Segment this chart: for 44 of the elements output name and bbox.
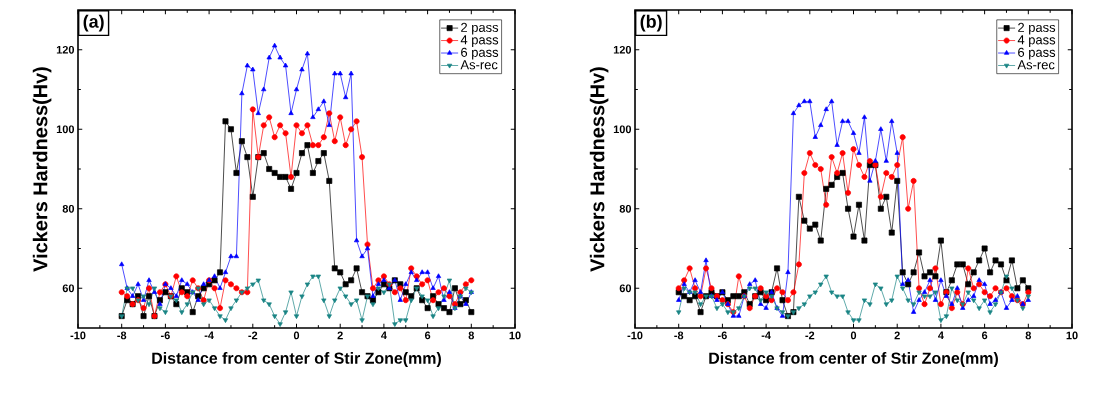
- x-tick-label: 4: [381, 331, 387, 340]
- y-tick-label: 120: [56, 45, 75, 54]
- legend-label: As-rec: [460, 60, 498, 70]
- x-axis-title: Distance from center of Stir Zone(mm): [709, 352, 998, 367]
- y-tick-label: 60: [62, 284, 75, 293]
- legend-label: 4 pass: [1017, 35, 1056, 47]
- x-tick-label: 6: [981, 331, 988, 340]
- x-tick-label: -2: [248, 331, 258, 340]
- y-axis-title: Vickers Hardness(Hv): [589, 67, 609, 272]
- x-tick-label: -4: [761, 331, 771, 340]
- x-tick-label: -8: [117, 331, 127, 340]
- y-tick-label: 100: [56, 125, 75, 134]
- legend-label: As-rec: [1017, 60, 1055, 70]
- x-tick-label: -10: [627, 331, 643, 340]
- x-tick-label: -8: [674, 331, 684, 340]
- x-tick-label: 10: [1066, 331, 1078, 340]
- x-tick-label: -2: [805, 331, 815, 340]
- x-tick-label: 8: [468, 331, 475, 340]
- x-tick-label: 0: [850, 331, 857, 340]
- legend-label: 4 pass: [460, 35, 499, 47]
- y-tick-label: 80: [62, 204, 75, 213]
- x-tick-label: -6: [160, 331, 170, 340]
- chart-title: (b): [640, 14, 662, 32]
- y-axis-title: Vickers Hardness(Hv): [32, 67, 52, 272]
- y-tick-label: 100: [613, 125, 632, 134]
- x-tick-label: 0: [293, 331, 300, 340]
- x-tick-label: -4: [204, 331, 214, 340]
- y-tick-label: 120: [613, 45, 632, 54]
- x-tick-label: 2: [337, 331, 343, 340]
- y-tick-label: 60: [619, 284, 632, 293]
- x-tick-label: -10: [70, 331, 86, 340]
- x-tick-label: 10: [509, 331, 521, 340]
- x-tick-label: -6: [717, 331, 727, 340]
- legend-label: 2 pass: [1018, 22, 1056, 35]
- x-tick-label: 4: [938, 331, 944, 340]
- y-tick-label: 80: [619, 204, 632, 213]
- x-tick-label: 6: [424, 331, 431, 340]
- x-tick-label: 2: [894, 331, 900, 340]
- x-axis-title: Distance from center of Stir Zone(mm): [152, 352, 441, 367]
- chart-title: (a): [83, 14, 104, 32]
- legend-label: 6 pass: [1018, 47, 1056, 60]
- legend-label: 6 pass: [461, 47, 499, 60]
- x-tick-label: 8: [1025, 331, 1032, 340]
- legend-label: 2 pass: [461, 22, 499, 35]
